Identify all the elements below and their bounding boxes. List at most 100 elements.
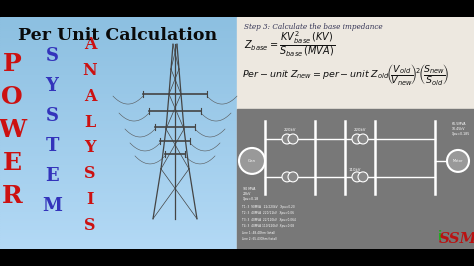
Bar (0, 84, 237, 87)
Bar (0, 198, 237, 200)
Bar (0, 179, 237, 182)
Bar (0, 144, 237, 147)
Bar (0, 196, 237, 198)
Circle shape (288, 134, 298, 144)
Bar (0, 57, 237, 59)
Text: W: W (0, 118, 26, 142)
Text: 66.5MVA
10.45kV
Xpu=0.185: 66.5MVA 10.45kV Xpu=0.185 (452, 122, 470, 136)
Bar (0, 45, 237, 47)
Text: Gen: Gen (248, 159, 256, 163)
Bar (0, 189, 237, 191)
Bar (0, 112, 237, 114)
Bar (0, 214, 237, 216)
Bar (0, 128, 237, 131)
Bar (0, 68, 237, 70)
Bar (0, 170, 237, 172)
Circle shape (282, 172, 292, 182)
Text: T3: 3  40MVA  22/110kV   Xpu=0.064: T3: 3 40MVA 22/110kV Xpu=0.064 (242, 218, 296, 222)
Bar (0, 193, 237, 196)
Text: S: S (84, 165, 96, 182)
Bar (0, 223, 237, 226)
Bar (0, 172, 237, 175)
Circle shape (358, 134, 368, 144)
Text: S: S (46, 107, 58, 125)
Bar (0, 52, 237, 54)
Text: Line 1: 48.4Ohm (total): Line 1: 48.4Ohm (total) (242, 231, 275, 235)
Bar (0, 209, 237, 212)
Bar (0, 205, 237, 207)
Bar (0, 110, 237, 112)
Bar (0, 135, 237, 138)
Bar (0, 82, 237, 84)
Text: L: L (84, 114, 96, 131)
Bar (0, 191, 237, 193)
Text: E: E (2, 151, 21, 175)
Bar (0, 177, 237, 179)
Bar (0, 29, 237, 31)
Text: S: S (84, 217, 96, 234)
Text: Y: Y (46, 77, 58, 95)
Text: 220kV: 220kV (284, 128, 296, 132)
Bar (0, 149, 237, 152)
Bar (0, 114, 237, 117)
Bar (0, 105, 237, 107)
Text: Y: Y (84, 139, 96, 156)
Bar (0, 221, 237, 223)
Bar (0, 27, 237, 29)
Circle shape (447, 150, 469, 172)
Bar (0, 237, 237, 239)
Bar (237, 17, 474, 249)
Text: N: N (82, 62, 97, 79)
Bar (0, 133, 237, 135)
Text: R: R (1, 184, 22, 208)
Bar (0, 43, 237, 45)
Text: T4: 3  40MVA 110/220kV  Xpu=0.08: T4: 3 40MVA 110/220kV Xpu=0.08 (242, 224, 294, 228)
Bar (0, 87, 237, 89)
Bar (0, 142, 237, 145)
Bar (0, 59, 237, 61)
Circle shape (282, 134, 292, 144)
Bar (0, 152, 237, 154)
Bar (0, 73, 237, 75)
Text: T2: 3  40MVA  220/11kV   Xpu=0.06: T2: 3 40MVA 220/11kV Xpu=0.06 (242, 211, 294, 215)
Bar (0, 70, 237, 73)
Bar (0, 235, 237, 237)
Bar (0, 226, 237, 228)
Bar (0, 138, 237, 140)
Bar (0, 75, 237, 77)
Bar (0, 24, 237, 27)
Bar (0, 165, 237, 168)
Bar (0, 182, 237, 184)
Bar (0, 126, 237, 128)
Bar (0, 80, 237, 82)
Bar (0, 22, 237, 24)
Bar (0, 117, 237, 119)
Bar (0, 101, 237, 103)
Text: i: i (438, 230, 442, 243)
Bar (0, 66, 237, 68)
Bar (0, 64, 237, 66)
Bar (0, 202, 237, 205)
Bar (0, 96, 237, 98)
Bar (0, 242, 237, 244)
Bar (0, 17, 237, 20)
Bar (0, 38, 237, 40)
Bar (0, 119, 237, 121)
Bar (0, 124, 237, 126)
Bar (0, 140, 237, 142)
Bar (0, 34, 237, 36)
Text: Per Unit Calculation: Per Unit Calculation (18, 27, 218, 44)
Bar (0, 200, 237, 202)
Circle shape (239, 148, 265, 174)
Text: 220kV: 220kV (354, 128, 366, 132)
Bar (0, 54, 237, 57)
Bar (0, 36, 237, 38)
Bar (0, 246, 237, 249)
Bar (0, 131, 237, 133)
Bar (0, 31, 237, 34)
Text: E: E (45, 167, 59, 185)
Bar (0, 232, 237, 235)
Bar (0, 47, 237, 50)
Text: T: T (46, 137, 59, 155)
Circle shape (352, 134, 362, 144)
